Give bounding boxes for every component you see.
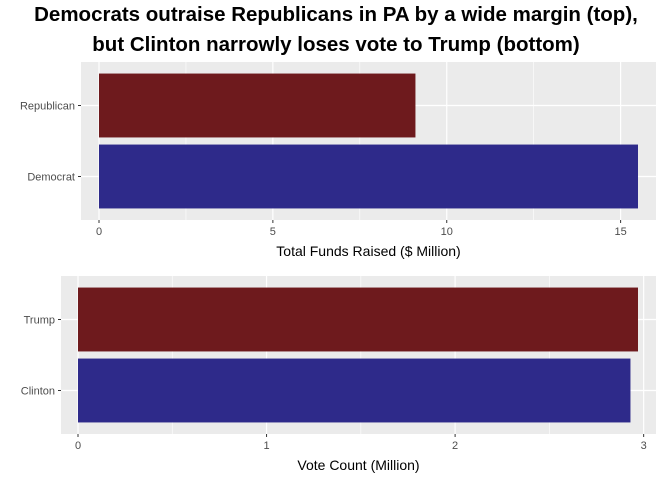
bar-trump (78, 287, 638, 352)
x-axis-title: Vote Count (Million) (297, 457, 419, 473)
bar-democrat (99, 144, 638, 209)
x-tick-label: 5 (270, 226, 276, 238)
panel-1: Republican Democrat 0 5 10 15 Total Funds Rais… (20, 62, 656, 259)
y-tick-label-trump: Trump (24, 315, 55, 327)
y-tick-label-clinton: Clinton (21, 386, 55, 398)
x-axis-title: Total Funds Raised ($ Million) (276, 243, 460, 259)
chart-title-line-2: but Clinton narrowly loses vote to Trump… (92, 33, 580, 56)
x-tick-label: 3 (641, 440, 647, 452)
y-tick-label-republican: Republican (20, 101, 75, 113)
x-tick-label: 10 (441, 226, 453, 238)
x-tick-label: 15 (614, 226, 626, 238)
x-tick-label: 0 (75, 440, 81, 452)
bar-clinton (78, 358, 631, 423)
chart-title-line-1: Democrats outraise Republicans in PA by … (34, 3, 638, 26)
bar-republican (99, 73, 416, 138)
x-tick-label: 1 (263, 440, 269, 452)
panel-2: Trump Clinton 0 1 2 3 Vote Count (Million) (21, 276, 656, 473)
x-tick-label: 0 (96, 226, 102, 238)
y-tick-label-democrat: Democrat (27, 172, 75, 184)
x-tick-label: 2 (452, 440, 458, 452)
